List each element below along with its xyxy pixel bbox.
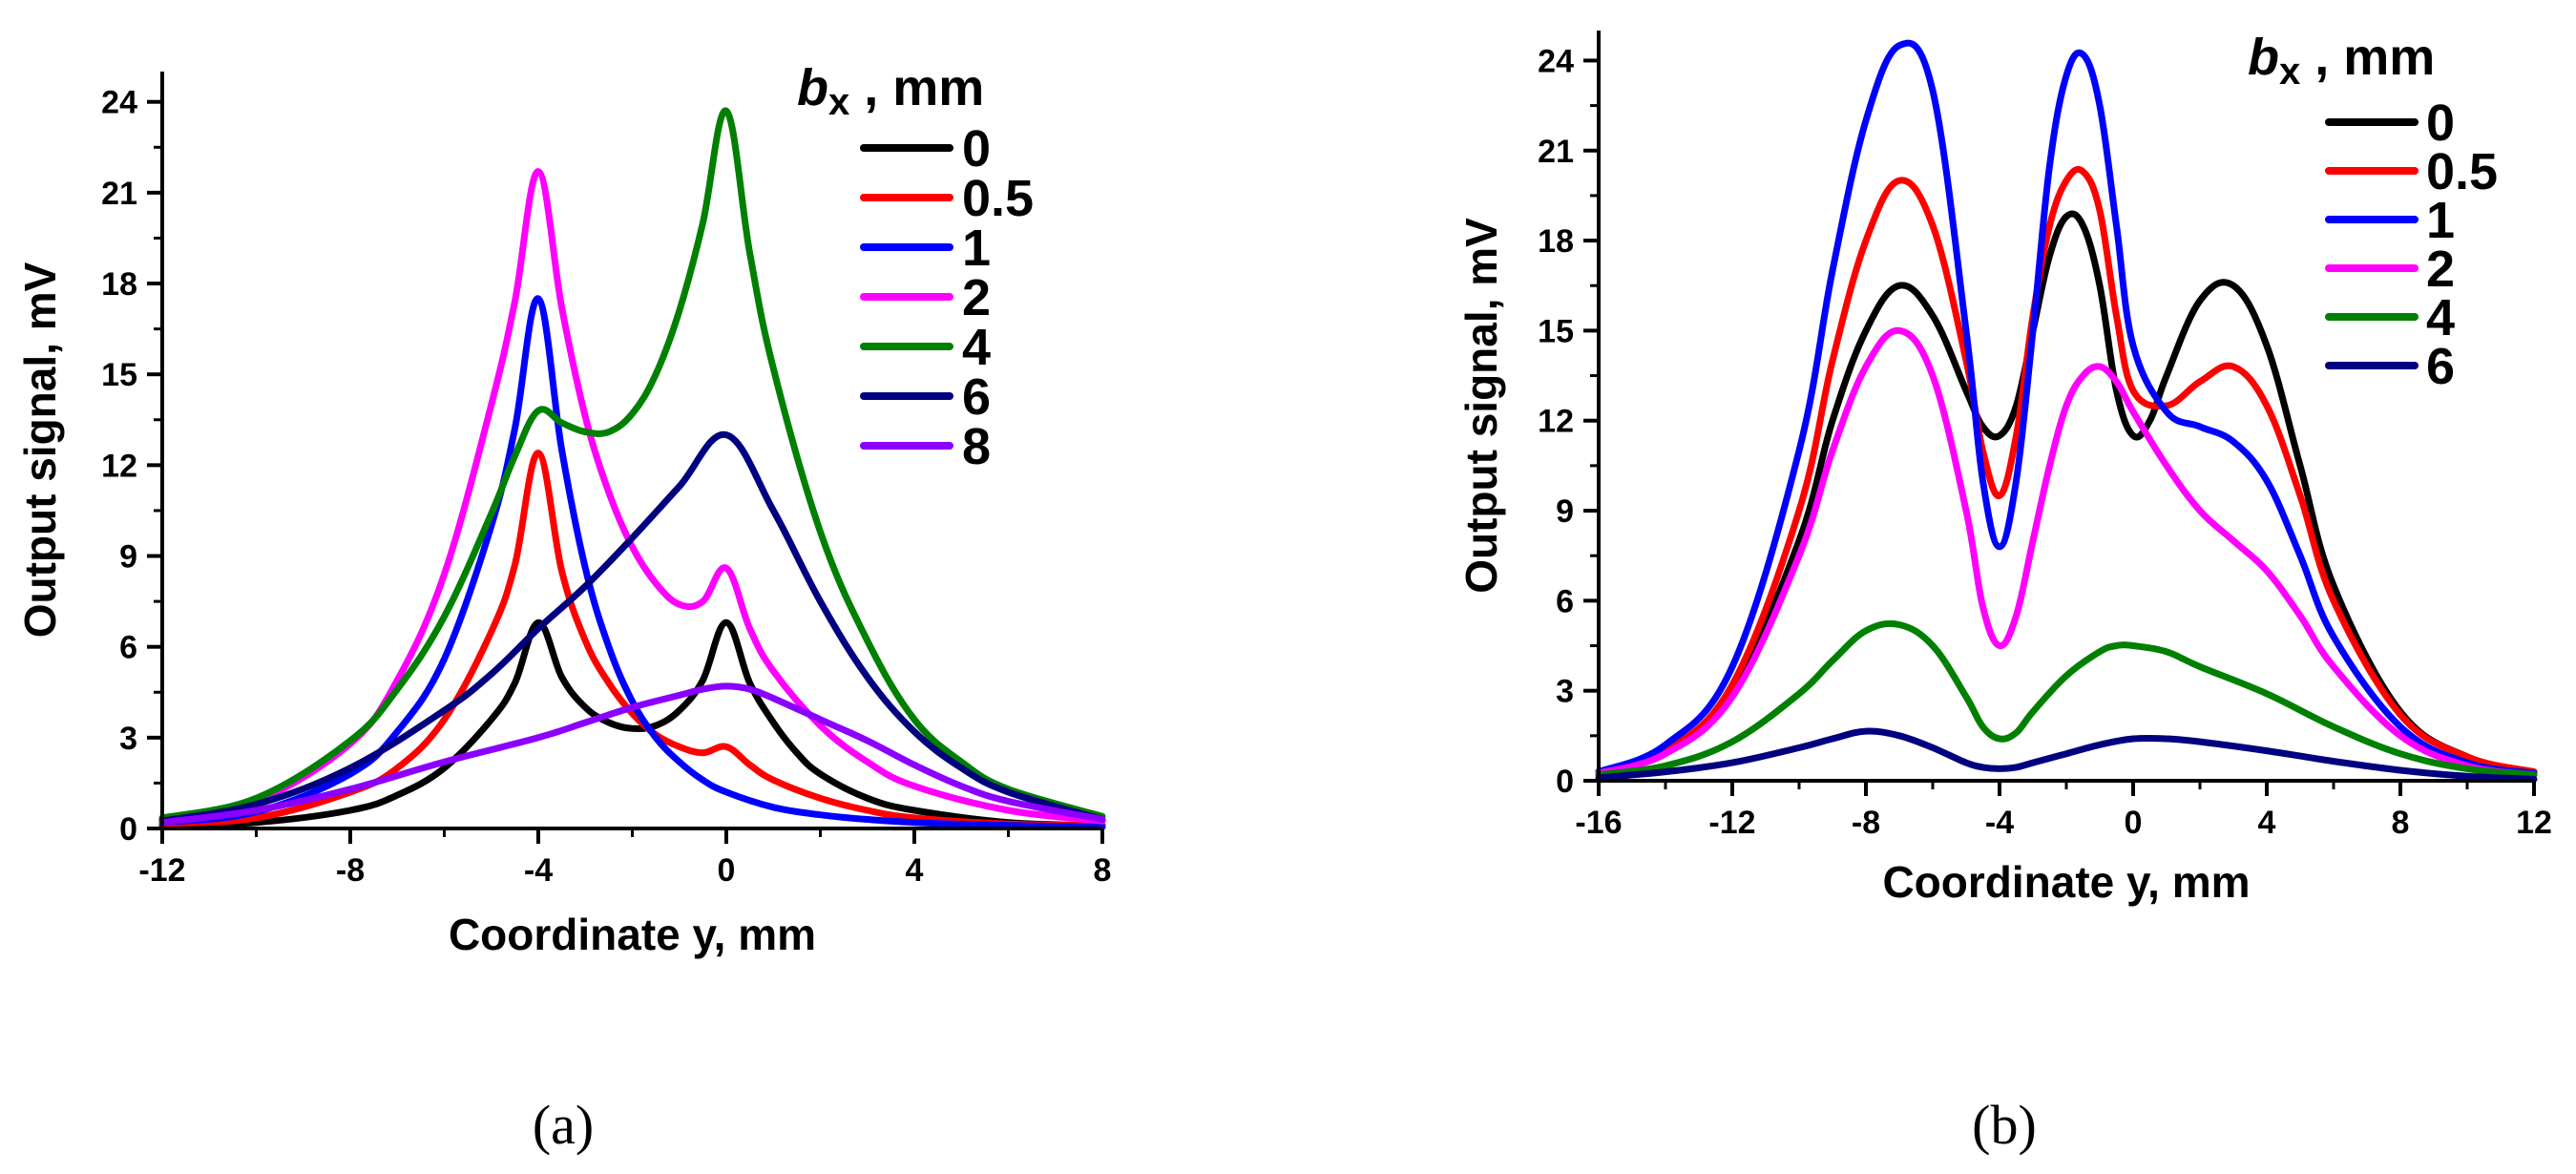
y-tick-label: 9 xyxy=(119,539,137,576)
y-tick-label: 21 xyxy=(101,176,137,212)
y-axis-title: Output signal, mV xyxy=(1456,218,1506,594)
x-tick-label: 8 xyxy=(2392,805,2410,841)
series-line-0.5 xyxy=(1595,165,2538,776)
legend-label-0: 0 xyxy=(962,120,991,178)
x-tick-label: -12 xyxy=(1708,805,1755,841)
y-tick-label: 12 xyxy=(101,448,137,484)
legend-label-4: 4 xyxy=(962,319,991,376)
y-tick-label: 6 xyxy=(1556,583,1574,619)
x-tick-label: -4 xyxy=(1985,805,2014,841)
legend-title: bx , mm xyxy=(2248,29,2435,93)
legend-label-0.5: 0.5 xyxy=(2426,143,2498,200)
panel-label: (b) xyxy=(1972,1094,2037,1156)
legend-label-4: 4 xyxy=(2426,289,2455,346)
legend-label-6: 6 xyxy=(962,368,991,426)
x-tick-label: -8 xyxy=(336,852,365,889)
y-tick-label: 24 xyxy=(1538,43,1574,79)
series-line-4 xyxy=(158,107,1106,822)
series-line-6 xyxy=(158,430,1106,825)
legend-label-0: 0 xyxy=(2426,94,2455,152)
y-tick-label: 15 xyxy=(101,357,137,393)
legend-label-2: 2 xyxy=(962,269,991,326)
legend-label-2: 2 xyxy=(2426,241,2455,298)
x-axis-title: Coordinate y, mm xyxy=(1882,857,2250,907)
chart-panel-b: -16 -12 -8 -4 0 4 8 1203691215182124Coordinate … xyxy=(1456,29,2552,1156)
legend-title-sub: x xyxy=(2279,51,2300,93)
legend-label-8: 8 xyxy=(962,418,991,475)
series-group xyxy=(158,107,1106,830)
series-line-1 xyxy=(158,295,1106,830)
legend-title-var: b xyxy=(797,59,828,116)
legend-label-1: 1 xyxy=(962,220,991,277)
legend-title-var: b xyxy=(2248,29,2279,86)
series-group xyxy=(1595,39,2538,783)
y-tick-label: 6 xyxy=(119,630,137,666)
x-tick-label: 8 xyxy=(1094,852,1112,889)
y-tick-label: 3 xyxy=(1556,674,1574,710)
x-tick-label: -16 xyxy=(1575,805,1622,841)
x-tick-label: -12 xyxy=(138,852,185,889)
series-line-0.5 xyxy=(158,450,1106,829)
series-line-1 xyxy=(1595,39,2538,777)
legend-label-1: 1 xyxy=(2426,192,2455,249)
legend-title-unit: , mm xyxy=(2300,29,2435,86)
y-tick-label: 18 xyxy=(1538,223,1574,260)
x-tick-label: 4 xyxy=(2258,805,2276,841)
y-tick-label: 3 xyxy=(119,721,137,757)
y-tick-label: 21 xyxy=(1538,134,1574,170)
legend-label-6: 6 xyxy=(2426,338,2455,395)
y-tick-label: 18 xyxy=(101,266,137,303)
y-tick-label: 9 xyxy=(1556,493,1574,530)
series-line-4 xyxy=(1595,619,2538,779)
x-tick-label: 0 xyxy=(2125,805,2143,841)
y-tick-label: 0 xyxy=(1556,764,1574,800)
y-tick-label: 12 xyxy=(1538,404,1574,440)
legend-title-unit: , mm xyxy=(849,59,984,116)
y-tick-label: 0 xyxy=(119,811,137,848)
series-line-2 xyxy=(158,168,1106,825)
series-line-6 xyxy=(1595,727,2538,783)
series-line-2 xyxy=(1595,326,2538,779)
y-tick-label: 24 xyxy=(101,85,137,121)
x-tick-label: 4 xyxy=(906,852,924,889)
y-tick-label: 15 xyxy=(1538,313,1574,349)
panel-label: (a) xyxy=(533,1094,594,1156)
x-tick-label: 12 xyxy=(2516,805,2552,841)
legend-label-0.5: 0.5 xyxy=(962,170,1034,227)
y-axis-title: Output signal, mV xyxy=(15,262,65,638)
x-tick-label: -8 xyxy=(1852,805,1880,841)
series-line-8 xyxy=(158,682,1106,827)
x-axis-title: Coordinate y, mm xyxy=(449,910,816,959)
x-tick-label: -4 xyxy=(524,852,553,889)
series-line-0 xyxy=(1595,210,2538,776)
series-line-0 xyxy=(158,618,1106,829)
legend-title-sub: x xyxy=(828,81,849,123)
legend-title: bx , mm xyxy=(797,59,984,123)
x-tick-label: 0 xyxy=(718,852,736,889)
